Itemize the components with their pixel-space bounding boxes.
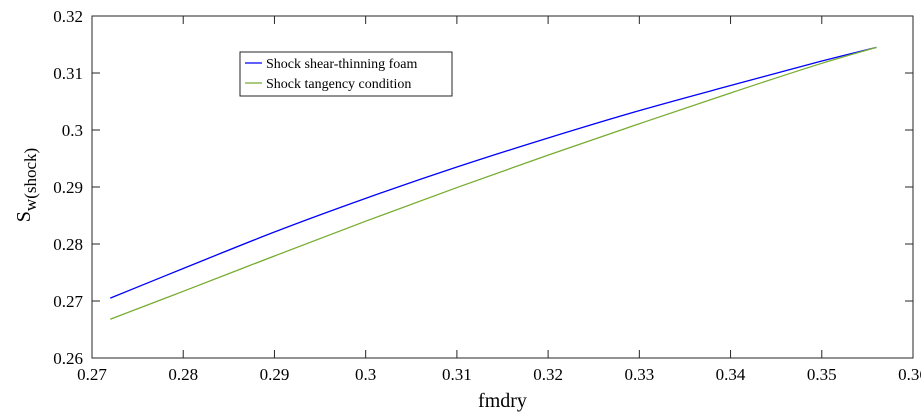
x-tick-label: 0.32 [533, 365, 563, 384]
x-tick-label: 0.27 [77, 365, 107, 384]
x-axis-label: fmdry [478, 390, 527, 412]
x-tick-label: 0.35 [807, 365, 837, 384]
x-tick-label: 0.34 [716, 365, 746, 384]
x-tick-label: 0.36 [898, 365, 921, 384]
y-tick-label: 0.26 [53, 349, 83, 368]
x-tick-label: 0.3 [355, 365, 376, 384]
x-tick-label: 0.33 [624, 365, 654, 384]
series-line-1 [110, 46, 877, 320]
y-tick-label: 0.31 [53, 64, 83, 83]
x-tick-label: 0.31 [442, 365, 472, 384]
series-line-0 [109, 46, 877, 299]
legend-box [239, 51, 453, 97]
legend-label-shear-thinning: Shock shear-thinning foam [266, 57, 417, 72]
legend: Shock shear-thinning foam Shock tangency… [239, 51, 453, 97]
y-axis-label-subscript: w(shock) [21, 148, 40, 211]
y-tick-label: 0.29 [53, 178, 83, 197]
x-axis-ticks: 0.27 0.28 0.29 0.3 0.31 0.32 0.33 0.34 0.35 0.36 [77, 16, 921, 384]
y-tick-label: 0.3 [62, 121, 83, 140]
x-tick-label: 0.28 [168, 365, 198, 384]
y-axis-label: Sw(shock) [13, 148, 40, 222]
y-tick-label: 0.28 [53, 235, 83, 254]
plot-area-border [91, 15, 914, 359]
y-axis-ticks: 0.26 0.27 0.28 0.29 0.3 0.31 0.32 [53, 7, 913, 368]
y-tick-label: 0.27 [53, 292, 83, 311]
y-tick-label: 0.32 [53, 7, 83, 26]
series-lines [109, 46, 877, 320]
legend-label-tangency: Shock tangency condition [266, 77, 411, 92]
x-tick-label: 0.29 [260, 365, 290, 384]
y-axis-label-main: S [13, 211, 35, 222]
